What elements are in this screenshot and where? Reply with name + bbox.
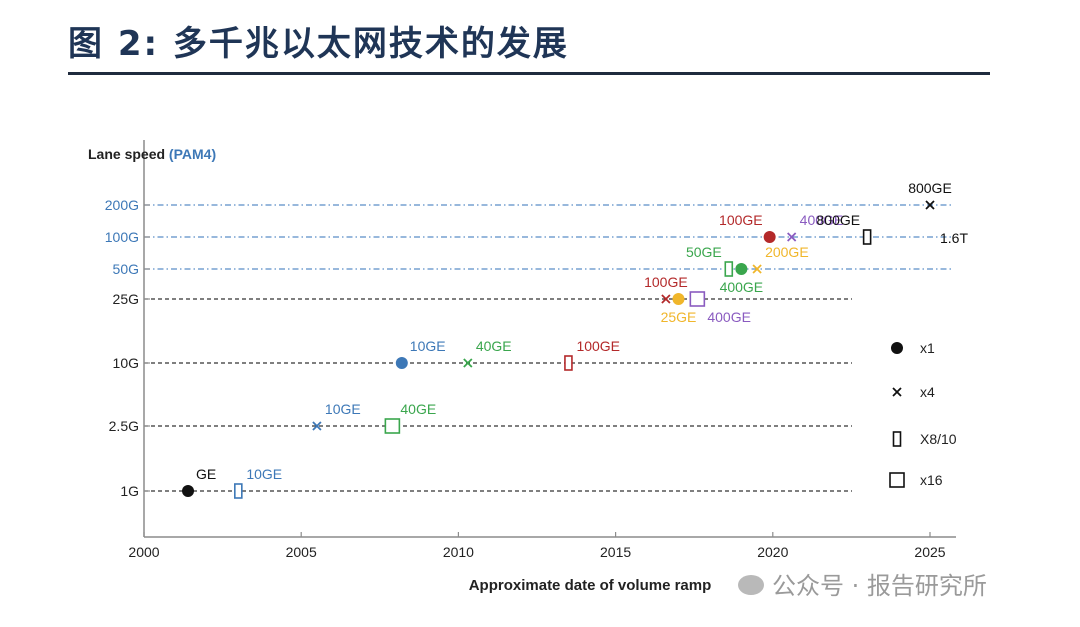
point-marker-cross [312, 421, 322, 431]
x-tick-label-2010: 2010 [443, 544, 474, 560]
y-tick-label-100g: 100G [105, 229, 139, 245]
y-tick-label-1g: 1G [120, 483, 139, 499]
point-marker-cross [463, 358, 473, 368]
point-label: 100GE [576, 338, 620, 354]
point-label: 40GE [400, 401, 436, 417]
data-point-10ge-1g: 10GE [234, 466, 282, 499]
legend: x1 x4 X8/10 x16 [889, 340, 957, 488]
watermark: 公众号 · 报告研究所 [738, 566, 987, 601]
point-label: 50GE [686, 244, 722, 260]
point-marker-dot [395, 357, 408, 369]
point-marker-square [384, 418, 401, 434]
point-label: 400GE [707, 309, 751, 325]
point-marker-dot [763, 231, 776, 243]
watermark-text: 公众号 · 报告研究所 [772, 572, 987, 600]
point-marker-square [689, 291, 706, 307]
point-marker-narrow [234, 483, 243, 499]
axes: Lane speed (PAM4) Approximate date of vo… [88, 140, 956, 594]
data-point-400ge-25g: 400GE [689, 291, 751, 325]
point-label: 400GE [800, 212, 844, 228]
point-marker-narrow [862, 229, 872, 245]
y-axis-label-suffix: (PAM4) [169, 146, 216, 162]
y-tick-label-10g: 10G [113, 355, 139, 371]
point-label: 10GE [325, 401, 361, 417]
figure-title: 图 2: 多千兆以太网技术的发展 [68, 24, 569, 64]
legend-entry-x16: x16 [889, 472, 943, 488]
data-point-ge-1g: GE [182, 466, 216, 497]
point-label: 100GE [644, 274, 688, 290]
point-label: 400GE [720, 279, 764, 295]
legend-entry-x4: x4 [892, 384, 935, 400]
legend-entry-x1: x1 [891, 340, 935, 356]
x-axis-label: Approximate date of volume ramp [469, 577, 712, 594]
y-tick-label-2-5g: 2.5G [109, 418, 139, 434]
point-label: 40GE [476, 338, 512, 354]
point-label: GE [196, 466, 216, 482]
x-ticks: 2000 2005 2010 2015 2020 2025 [128, 532, 946, 560]
legend-marker-dot [891, 342, 903, 354]
legend-entry-x8-10: X8/10 [892, 431, 957, 447]
point-marker-cross [661, 294, 671, 304]
y-tick-label-50g: 50G [113, 261, 139, 277]
data-point-10ge-10g: 10GE [395, 338, 446, 369]
title-divider [68, 72, 990, 75]
point-label: 10GE [246, 466, 282, 482]
data-point-25ge-25g: 25GE [661, 293, 697, 325]
legend-label: x16 [920, 472, 943, 488]
data-point-100ge-25g: 100GE [644, 274, 688, 304]
y-tick-label-25g: 25G [113, 291, 139, 307]
point-label: 800GE [908, 180, 952, 196]
point-marker-cross [925, 200, 935, 210]
point-label: 100GE [719, 212, 763, 228]
point-label: 25GE [661, 309, 697, 325]
point-marker-dot [672, 293, 685, 305]
y-tick-label-200g: 200G [105, 197, 139, 213]
x-tick-label-2025: 2025 [914, 544, 945, 560]
point-marker-cross [787, 232, 797, 242]
x-tick-label-2020: 2020 [757, 544, 788, 560]
y-axis-label: Lane speed (PAM4) [88, 146, 216, 162]
data-point-100ge-100g: 100GE [719, 212, 776, 243]
data-point-800ge-100g: 800GE [817, 212, 872, 245]
data-point-1-6t-100g: 1.6T [940, 230, 968, 246]
data-point-40ge-10g: 40GE [463, 338, 512, 368]
legend-marker-narrow [892, 431, 902, 447]
x-tick-label-2005: 2005 [286, 544, 317, 560]
legend-label: x1 [920, 340, 935, 356]
data-point-100ge-10g: 100GE [564, 338, 620, 371]
legend-marker-cross [892, 387, 902, 397]
point-marker-narrow [724, 261, 734, 277]
data-point-400ge-100g: 400GE [787, 212, 844, 242]
data-point-40ge-2-5g: 40GE [384, 401, 436, 434]
point-label: 200GE [765, 244, 809, 260]
data-points: GE 10GE 10GE 40GE 10GE 40GE 100GE 100GE 25GE 400G… [182, 180, 968, 499]
point-marker-dot [735, 263, 748, 275]
point-label: 800GE [817, 212, 861, 228]
legend-marker-square [889, 472, 905, 488]
data-point-400ge-50g: 400GE [720, 263, 764, 295]
legend-label: X8/10 [920, 431, 957, 447]
point-label: 10GE [410, 338, 446, 354]
data-point-200ge-50g: 200GE [752, 244, 809, 274]
point-label: 1.6T [940, 230, 968, 246]
wechat-icon [738, 575, 764, 595]
point-marker-narrow [564, 355, 573, 371]
point-marker-dot [182, 485, 195, 497]
x-tick-label-2000: 2000 [128, 544, 159, 560]
legend-label: x4 [920, 384, 935, 400]
point-marker-cross [752, 264, 762, 274]
data-point-800ge-200g: 800GE [908, 180, 952, 210]
lane-lines: 1G 2.5G 10G 25G 50G 100G 200G [105, 197, 952, 499]
data-point-50ge-50g: 50GE [686, 244, 734, 277]
x-tick-label-2015: 2015 [600, 544, 631, 560]
data-point-10ge-2-5g: 10GE [312, 401, 361, 431]
